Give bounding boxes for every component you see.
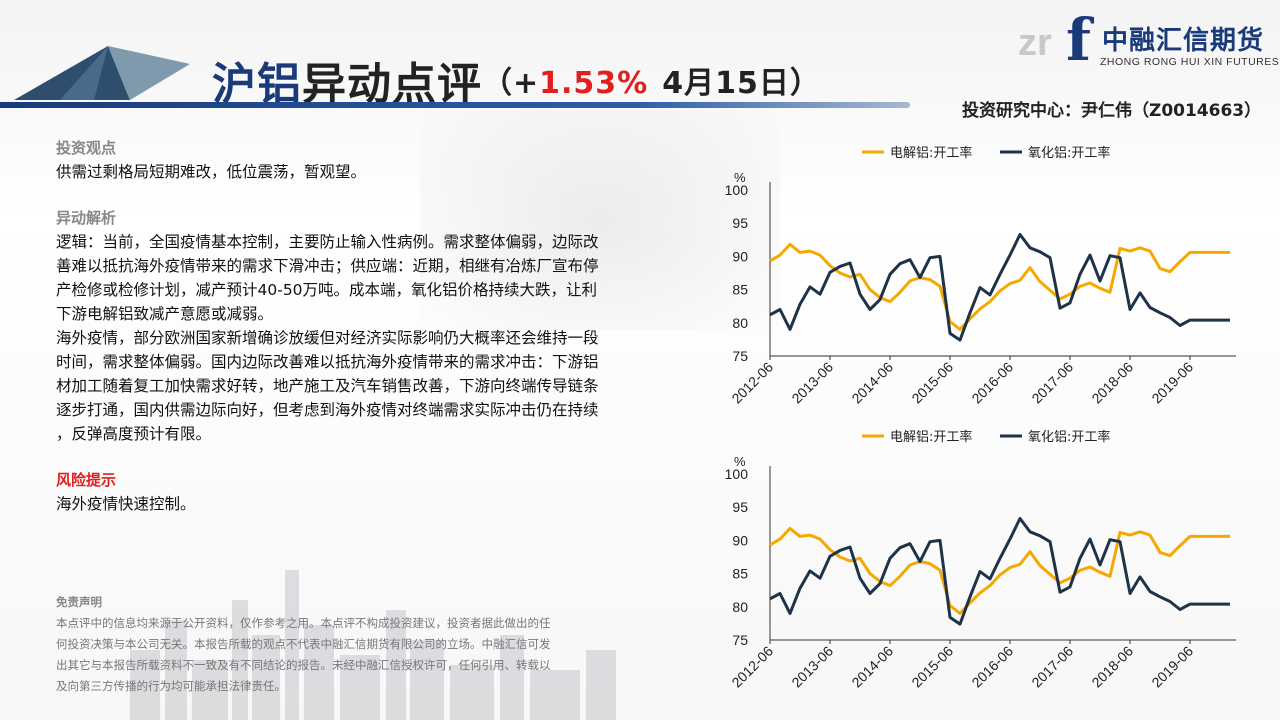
- y-tick-label: 90: [732, 532, 748, 548]
- analysis-heading: 异动解析: [56, 209, 117, 227]
- y-axis-unit: %: [734, 170, 746, 185]
- y-tick-label: 85: [732, 282, 748, 298]
- chart-svg: 电解铝:开工率 氧化铝:开工率% 75 80 85 90 95 100 2012-06 2013-…: [725, 429, 1236, 691]
- analysis-paragraph-1: 逻辑：当前，全国疫情基本控制，主要防止输入性病例。需求整体偏弱，边际改 善难以抵…: [56, 230, 666, 326]
- risk-text: 海外疫情快速控制。: [56, 495, 196, 513]
- x-tick-label: 2019-06: [1148, 359, 1196, 407]
- text-line: ，反弹高度预计有限。: [56, 425, 212, 443]
- city-skyline-watermark: [130, 570, 616, 720]
- text-line: 逻辑：当前，全国疫情基本控制，主要防止输入性病例。需求整体偏弱，边际改: [56, 233, 599, 251]
- title-sub: 异动点评: [302, 59, 482, 110]
- x-tick-label: 2018-06: [1088, 359, 1136, 407]
- y-tick-label: 85: [732, 566, 748, 582]
- legend-label: 氧化铝:开工率: [1028, 145, 1110, 161]
- text-line: 时间，需求整体偏弱。国内边际改善难以抵抗海外疫情带来的需求冲击：下游铝: [56, 353, 599, 371]
- legend-label: 氧化铝:开工率: [1028, 429, 1110, 445]
- series-line: [769, 517, 1230, 626]
- disclaimer-heading: 免责声明: [56, 595, 102, 609]
- chart-svg: 电解铝:开工率 氧化铝:开工率% 75 80 85 90 95 100 2012-06 2013-…: [725, 145, 1236, 407]
- logo-icon: f: [1066, 6, 1091, 74]
- world-map-watermark: [420, 110, 780, 330]
- disclaimer-line: 本点评中的信息均来源于公开资料，仅作参考之用。本点评不构成投资建议，投资者据此做…: [56, 616, 551, 630]
- utilization-chart-1: 电解铝:开工率 氧化铝:开工率% 75 80 85 90 95 100 2012-06 2013-…: [700, 138, 1260, 428]
- text-line: 产检修或检修计划，减产预计40-50万吨。成本端，氧化铝价格持续大跌，让利: [56, 281, 598, 299]
- text-line: 材加工随着复工加快需求好转，地产施工及汽车销售改善，下游向终端传导链条: [56, 377, 599, 395]
- page-title: 沪铝异动点评（+1.53% 4月15日）: [212, 48, 821, 112]
- y-tick-label: 75: [732, 348, 748, 364]
- y-tick-label: 75: [732, 632, 748, 648]
- x-tick-label: 2013-06: [788, 359, 836, 407]
- disclaimer-line: 及向第三方传播的行为均可能承担法律责任。: [56, 679, 286, 693]
- company-name-cn: 中融汇信期货: [1102, 26, 1265, 56]
- series-line: [769, 242, 1230, 331]
- y-tick-label: 100: [725, 466, 749, 482]
- legend-label: 电解铝:开工率: [890, 145, 972, 161]
- utilization-chart-2: 电解铝:开工率 氧化铝:开工率% 75 80 85 90 95 100 2012-06 2013-…: [700, 422, 1260, 718]
- company-name-en: ZHONG RONG HUI XIN FUTURES: [1100, 56, 1280, 68]
- logo-mark: zr: [1018, 22, 1052, 64]
- disclaimer-line: 何投资决策与本公司无关。本报告所载的观点不代表中融汇信期货有限公司的立场。中融汇…: [56, 637, 551, 651]
- text-line: 善难以抵抗海外疫情带来的需求下滑冲击；供应端：近期，相继有冶炼厂宣布停: [56, 257, 599, 275]
- x-tick-label: 2016-06: [968, 643, 1016, 691]
- x-tick-label: 2017-06: [1028, 643, 1076, 691]
- y-tick-label: 90: [732, 248, 748, 264]
- price-change-value: 1.53%: [539, 66, 649, 101]
- y-tick-label: 80: [732, 315, 748, 331]
- header-triangles-graphic: [14, 46, 190, 100]
- y-axis-unit: %: [734, 454, 746, 469]
- title-paren: （+: [482, 66, 540, 101]
- x-tick-label: 2012-06: [728, 359, 776, 407]
- x-tick-label: 2018-06: [1088, 643, 1136, 691]
- x-tick-label: 2012-06: [728, 643, 776, 691]
- analysis-paragraph-2: 海外疫情，部分欧洲国家新增确诊放缓但对经济实际影响仍大概率还会维持一段 时间，需…: [56, 326, 666, 446]
- text-line: 下游电解铝致减产意愿或减弱。: [56, 305, 274, 323]
- x-tick-label: 2015-06: [908, 359, 956, 407]
- view-text: 供需过剩格局短期难改，低位震荡，暂观望。: [56, 163, 367, 181]
- x-tick-label: 2016-06: [968, 359, 1016, 407]
- y-tick-label: 80: [732, 599, 748, 615]
- commentary-body: 投资观点 供需过剩格局短期难改，低位震荡，暂观望。 异动解析 逻辑：当前，全国疫…: [56, 136, 666, 516]
- series-line: [769, 233, 1230, 342]
- x-tick-label: 2014-06: [848, 359, 896, 407]
- legend-label: 电解铝:开工率: [890, 429, 972, 445]
- view-heading: 投资观点: [56, 139, 117, 157]
- author-line: 投资研究中心：尹仁伟（Z0014663）: [962, 101, 1262, 121]
- title-main: 沪铝: [212, 59, 302, 110]
- risk-heading: 风险提示: [56, 471, 117, 489]
- title-date: 4月15日）: [662, 66, 821, 101]
- x-tick-label: 2019-06: [1148, 643, 1196, 691]
- x-tick-label: 2014-06: [848, 643, 896, 691]
- y-tick-label: 95: [732, 215, 748, 231]
- y-tick-label: 95: [732, 499, 748, 515]
- disclaimer-line: 出其它与本报告所载资料不一致及有不同结论的报告。未经中融汇信授权许可，任何引用、…: [56, 658, 551, 672]
- header-divider: [0, 102, 910, 108]
- disclaimer: 免责声明 本点评中的信息均来源于公开资料，仅作参考之用。本点评不构成投资建议，投…: [56, 592, 636, 697]
- y-tick-label: 100: [725, 182, 749, 198]
- slide-header: 沪铝异动点评（+1.53% 4月15日） zr f 中融汇信期货 ZHONG RO…: [0, 0, 1280, 121]
- x-tick-label: 2015-06: [908, 643, 956, 691]
- text-line: 逐步打通，国内供需边际向好，但考虑到海外疫情对终端需求实际冲击仍在持续: [56, 401, 599, 419]
- series-line: [769, 526, 1230, 615]
- x-tick-label: 2013-06: [788, 643, 836, 691]
- x-tick-label: 2017-06: [1028, 359, 1076, 407]
- text-line: 海外疫情，部分欧洲国家新增确诊放缓但对经济实际影响仍大概率还会维持一段: [56, 329, 599, 347]
